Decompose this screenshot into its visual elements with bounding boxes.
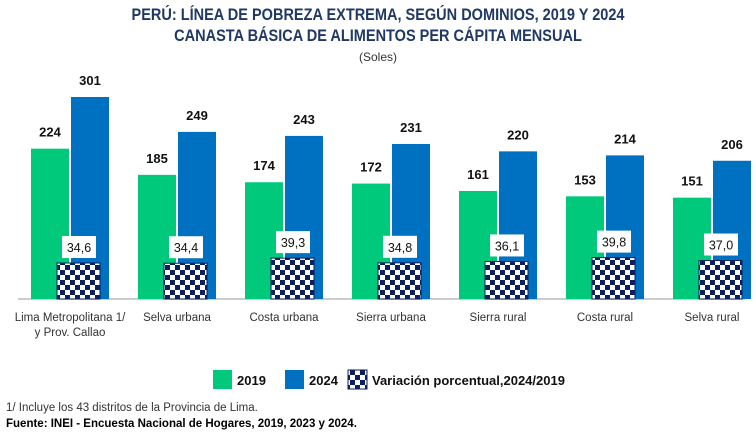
bar-variation	[377, 262, 422, 300]
variation-label-box	[169, 236, 203, 259]
legend-label: 2019	[237, 373, 266, 388]
variation-label-box	[62, 236, 96, 259]
bar-variation	[56, 262, 101, 300]
category-label: Selva rural	[685, 312, 740, 324]
category-label: Lima Metropolitana 1/	[15, 312, 126, 324]
value-label-2024: 220	[507, 127, 529, 142]
value-label-2019: 224	[39, 125, 61, 140]
value-label-2024: 206	[721, 137, 743, 152]
legend-swatch	[285, 370, 304, 389]
variation-label-box	[383, 235, 417, 258]
variation-label: 34,8	[388, 241, 412, 255]
variation-label: 34,6	[67, 241, 91, 255]
category-label: Costa urbana	[249, 312, 319, 324]
value-label-2024: 231	[400, 120, 422, 135]
chart-unit: (Soles)	[358, 50, 397, 64]
value-label-2019: 151	[681, 174, 703, 189]
variation-label-box	[490, 234, 524, 257]
bar-variation	[163, 262, 208, 300]
value-label-2024: 243	[293, 112, 315, 127]
category-label: Sierra rural	[470, 312, 527, 324]
variation-label: 39,3	[281, 236, 305, 250]
bar-chart: 224 301 34,6 Lima Metropolitana 1/y Prov. C…	[15, 73, 751, 390]
category-label: Selva urbana	[143, 312, 211, 324]
bar-variation	[591, 257, 636, 300]
bar-variation	[698, 260, 743, 300]
variation-label: 39,8	[602, 236, 626, 250]
value-label-2024: 301	[79, 73, 101, 88]
chart-title: PERÚ: LÍNEA DE POBREZA EXTREMA, SEGÚN DO…	[131, 6, 625, 24]
legend-label: Variación porcentual,2024/2019	[372, 373, 565, 388]
variation-label-box	[597, 230, 631, 253]
legend-swatch	[347, 369, 368, 390]
source: Fuente: INEI - Encuesta Nacional de Hoga…	[6, 418, 357, 430]
category-label: y Prov. Callao	[35, 327, 106, 339]
legend-label: 2024	[309, 373, 339, 388]
variation-label: 34,4	[174, 241, 198, 255]
value-label-2019: 153	[574, 172, 596, 187]
value-label-2024: 249	[186, 108, 208, 123]
footnote: 1/ Incluye los 43 distritos de la Provin…	[6, 402, 258, 414]
variation-label-box	[276, 231, 310, 254]
chart-subtitle: CANASTA BÁSICA DE ALIMENTOS PER CÁPITA M…	[174, 27, 582, 45]
value-label-2019: 161	[467, 167, 489, 182]
variation-label-box	[704, 233, 738, 256]
value-label-2019: 172	[360, 160, 382, 175]
category-label: Sierra urbana	[356, 312, 426, 324]
legend-swatch	[213, 370, 232, 389]
bar-variation	[270, 257, 315, 300]
variation-label: 36,1	[495, 239, 519, 253]
bar-variation	[484, 260, 529, 300]
variation-label: 37,0	[709, 239, 733, 253]
value-label-2024: 214	[614, 131, 636, 146]
category-label: Costa rural	[577, 312, 633, 324]
value-label-2019: 174	[253, 158, 275, 173]
value-label-2019: 185	[146, 151, 168, 166]
